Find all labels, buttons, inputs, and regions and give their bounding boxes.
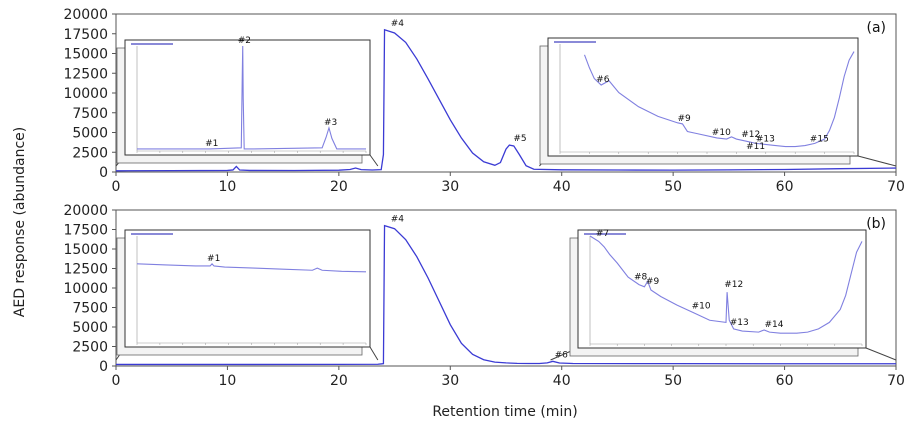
x-tick-label: 10 <box>219 373 237 389</box>
y-tick-label: 2500 <box>72 340 108 356</box>
x-tick-label: 60 <box>776 373 794 389</box>
y-tick-label: 5000 <box>72 126 108 142</box>
chromatogram-trace <box>115 28 897 172</box>
peak-label: #4 <box>391 19 405 29</box>
inset-peak-label: #9 <box>678 114 692 124</box>
y-axis-label: AED response (abundance) <box>12 127 28 317</box>
y-tick-label: 5000 <box>72 320 108 336</box>
x-tick-label: 0 <box>112 373 121 389</box>
inset-peak-label: #8 <box>634 272 648 282</box>
inset-peak-label: #12 <box>724 280 743 290</box>
y-tick-label: 7500 <box>72 301 108 317</box>
peak-label: #5 <box>513 134 526 144</box>
y-tick-label: 7500 <box>72 106 108 122</box>
y-tick-label: 2500 <box>72 145 108 161</box>
inset-peak-label: #9 <box>646 277 660 287</box>
y-tick-label: 10000 <box>63 281 108 297</box>
y-tick-label: 20000 <box>63 203 108 219</box>
inset-peak-label: #14 <box>765 320 784 330</box>
panel-label: (a) <box>866 20 886 36</box>
peak-label: #4 <box>391 215 405 225</box>
x-tick-label: 40 <box>553 179 571 195</box>
y-tick-label: 20000 <box>63 7 108 23</box>
inset-peak-label: #1 <box>205 139 218 149</box>
x-tick-label: 30 <box>441 179 459 195</box>
x-tick-label: 70 <box>887 179 905 195</box>
inset-peak-label: #1 <box>207 254 220 264</box>
inset-header-mark <box>131 43 173 45</box>
y-tick-label: 17500 <box>63 27 108 43</box>
inset-header-mark <box>554 41 596 43</box>
inset-peak-label: #3 <box>324 118 337 128</box>
x-tick-label: 30 <box>441 373 459 389</box>
x-tick-label: 50 <box>664 179 682 195</box>
inset-frame <box>547 37 859 157</box>
inset-peak-label: #2 <box>238 36 251 46</box>
chromatogram-trace <box>116 224 896 366</box>
inset-peak-label: #13 <box>756 134 775 144</box>
x-tick-label: 0 <box>112 179 121 195</box>
inset-trace <box>583 51 855 148</box>
inset-peak-label: #15 <box>810 134 829 144</box>
x-tick-label: 40 <box>553 373 571 389</box>
inset-frame <box>124 39 371 156</box>
inset-peak-label: #12 <box>741 130 760 140</box>
y-tick-label: 10000 <box>63 86 108 102</box>
x-tick-label: 70 <box>887 373 905 389</box>
y-tick-label: 15000 <box>63 47 108 63</box>
inset-frame <box>577 229 867 349</box>
panel-b: 0 10 20 30 40 50 60 70 0 2500 5000 7500 10000 12500 15… <box>63 203 904 389</box>
inset-peak-label: #10 <box>712 128 731 138</box>
y-tick-label: 12500 <box>63 66 108 82</box>
x-tick-label: 60 <box>776 179 794 195</box>
y-tick-label: 17500 <box>63 223 108 239</box>
panel-a: 0 10 20 30 40 50 60 70 0 2500 5000 7500 10000 12500 15… <box>63 7 904 195</box>
inset-trace <box>136 263 367 273</box>
inset-header-mark <box>584 233 626 235</box>
inset-peak-label: #11 <box>746 142 765 152</box>
y-tick-label: 12500 <box>63 262 108 278</box>
x-tick-label: 50 <box>664 373 682 389</box>
y-tick-label: 15000 <box>63 242 108 258</box>
inset-frame <box>124 229 371 348</box>
x-tick-label: 10 <box>219 179 237 195</box>
y-tick-label: 0 <box>99 165 108 181</box>
inset-peak-label: #7 <box>596 229 609 239</box>
inset-header-mark <box>131 233 173 235</box>
inset-trace <box>137 45 366 150</box>
x-tick-label: 20 <box>330 179 348 195</box>
x-tick-label: 20 <box>330 373 348 389</box>
y-tick-label: 0 <box>99 359 108 375</box>
inset-peak-label: #10 <box>692 302 711 312</box>
inset-trace <box>589 235 863 334</box>
x-axis-label: Retention time (min) <box>432 404 577 420</box>
panel-label: (b) <box>866 216 886 232</box>
inset-peak-label: #13 <box>730 318 749 328</box>
inset-peak-label: #6 <box>596 75 610 85</box>
